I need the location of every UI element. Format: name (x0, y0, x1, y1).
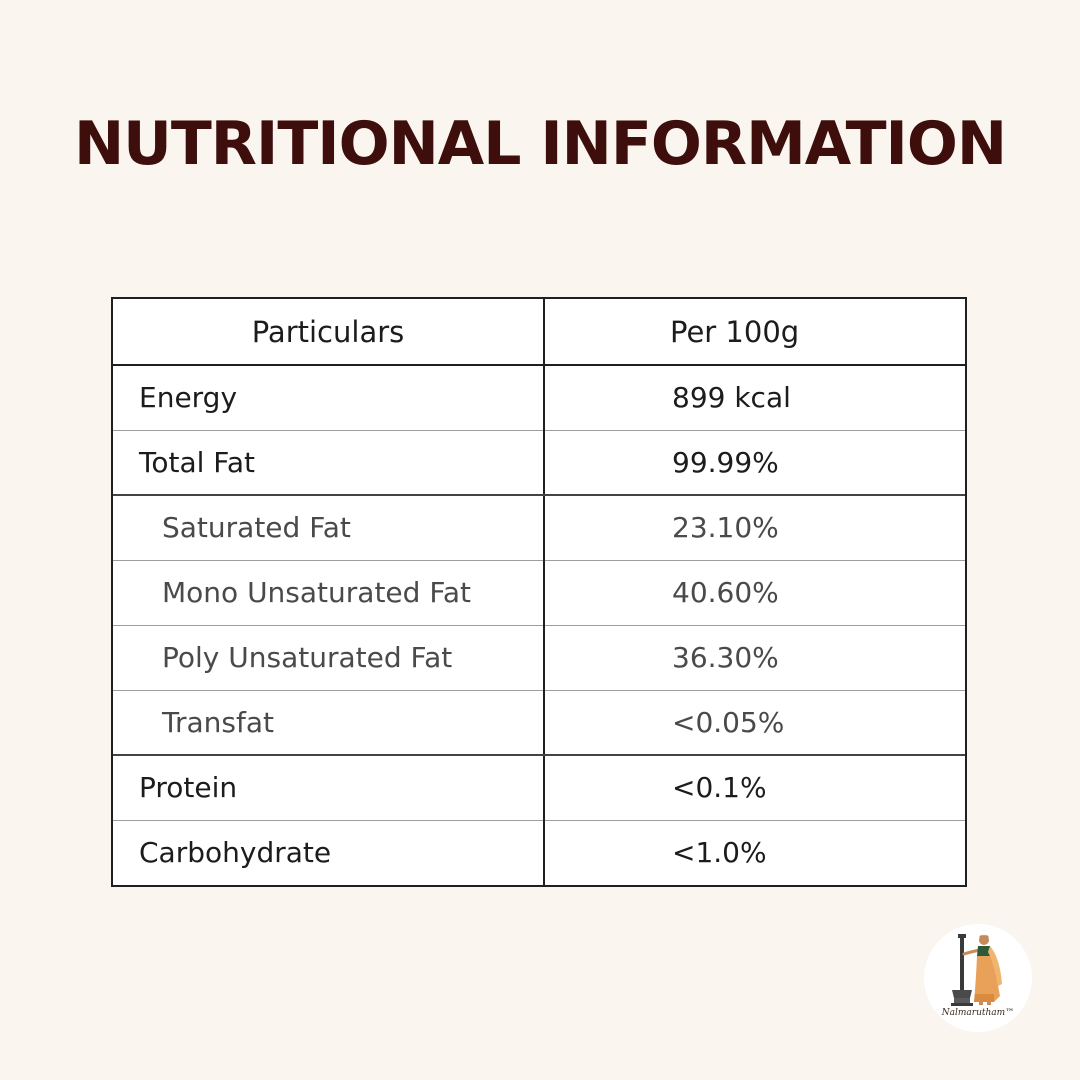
row-label: Saturated Fat (113, 495, 545, 561)
row-value: <0.1% (544, 755, 965, 821)
row-label: Poly Unsaturated Fat (113, 625, 545, 691)
table-row: Protein <0.1% (113, 755, 965, 821)
row-value: 899 kcal (544, 365, 965, 431)
row-label: Energy (113, 365, 545, 431)
brand-logo: Nalmarutham™ (924, 924, 1032, 1032)
table-row: Poly Unsaturated Fat 36.30% (113, 625, 965, 691)
table-row: Carbohydrate <1.0% (113, 820, 965, 885)
row-value: 36.30% (544, 625, 965, 691)
row-value: 23.10% (544, 495, 965, 561)
nutrition-table: Particulars Per 100g Energy 899 kcal Tot… (111, 297, 967, 887)
row-label: Carbohydrate (113, 820, 545, 885)
table-header-row: Particulars Per 100g (113, 299, 965, 366)
page-title: NUTRITIONAL INFORMATION (73, 109, 1007, 179)
table-row: Saturated Fat 23.10% (113, 495, 965, 561)
row-value: 99.99% (544, 430, 965, 496)
table-row: Total Fat 99.99% (113, 430, 965, 496)
table-row: Transfat <0.05% (113, 690, 965, 756)
row-label: Total Fat (113, 430, 545, 496)
row-label: Transfat (113, 690, 545, 756)
row-value: <1.0% (672, 836, 767, 870)
header-per-100g: Per 100g (544, 299, 965, 366)
row-label: Mono Unsaturated Fat (113, 560, 545, 626)
row-value: <0.05% (544, 690, 965, 756)
table-row: Mono Unsaturated Fat 40.60% (113, 560, 965, 626)
brand-name: Nalmarutham™ (941, 1008, 1015, 1018)
table-row: Energy 899 kcal (113, 365, 965, 431)
row-label: Protein (113, 755, 545, 821)
header-particulars: Particulars (113, 299, 545, 366)
woman-with-pestle-icon (951, 934, 1002, 1006)
row-value: 40.60% (544, 560, 965, 626)
